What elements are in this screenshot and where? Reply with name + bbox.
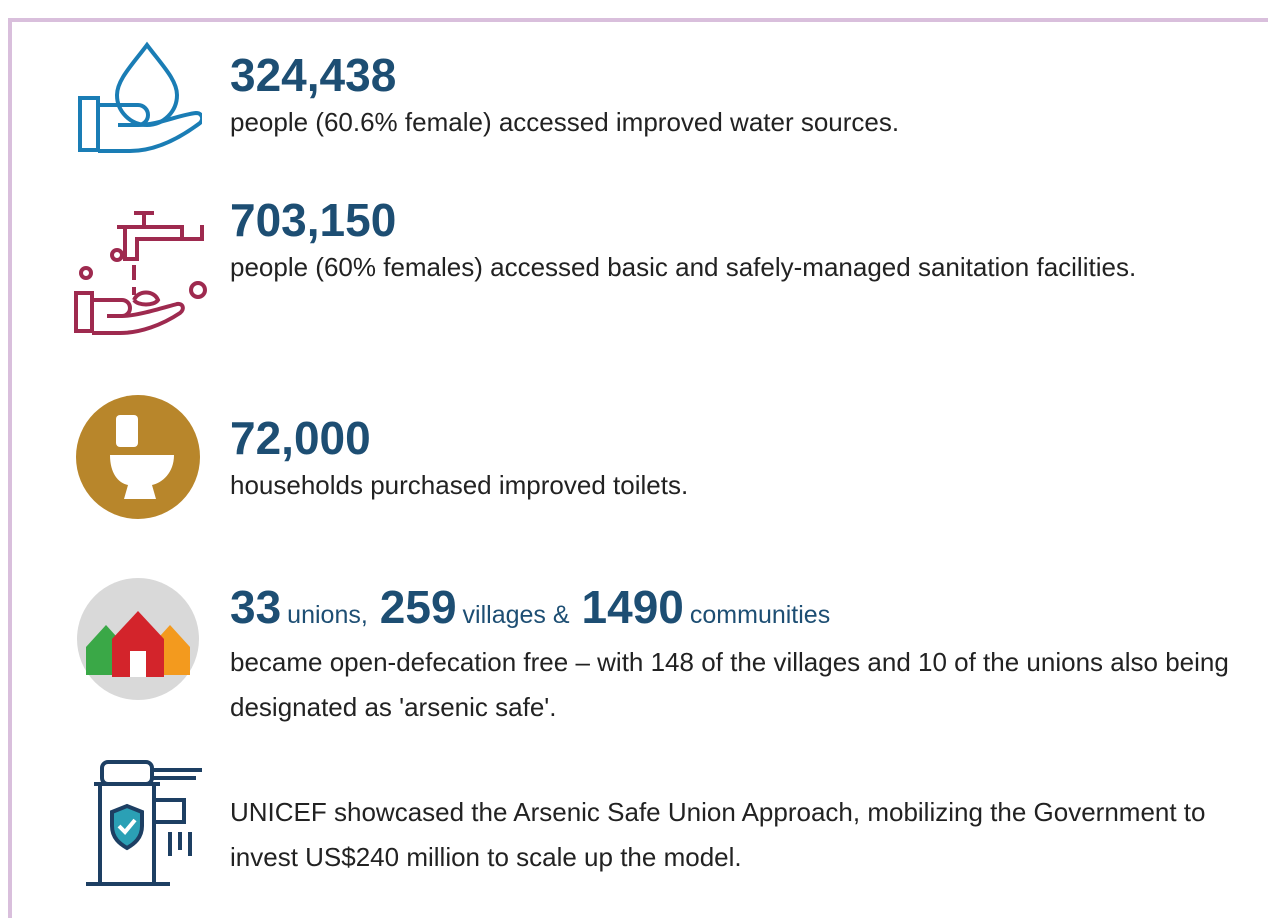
faucet-shield-icon — [86, 760, 202, 886]
description: UNICEF showcased the Arsenic Safe Union … — [230, 797, 1206, 872]
stat: 259 — [379, 581, 457, 633]
toilet-icon — [76, 395, 200, 519]
text-block: 324,438 people (60.6% female) accessed i… — [230, 50, 1230, 145]
text-block: 703,150 people (60% females) accessed ba… — [230, 195, 1230, 290]
description: households purchased improved toilets. — [230, 470, 689, 500]
unit: unions, — [287, 601, 368, 629]
text-block: UNICEF showcased the Arsenic Safe Union … — [230, 790, 1230, 880]
unit: villages & — [462, 601, 570, 629]
stat: 72,000 — [230, 412, 371, 464]
text-block: 33 unions, 259 villages & 1490 communities be… — [230, 582, 1230, 730]
description: people (60% females) accessed basic and … — [230, 252, 1137, 282]
houses-icon — [77, 578, 199, 700]
stat-line: 33 unions, 259 villages & 1490 communities — [230, 582, 1230, 640]
frame — [8, 18, 1268, 918]
stat: 703,150 — [230, 194, 397, 246]
unit: communities — [689, 601, 831, 629]
description: people (60.6% female) accessed improved … — [230, 107, 900, 137]
stat: 33 — [230, 581, 282, 633]
description: became open-defecation free – with 148 o… — [230, 647, 1229, 722]
text-block: 72,000 households purchased improved toi… — [230, 413, 1230, 508]
stat: 324,438 — [230, 49, 397, 101]
water-hand-icon — [78, 41, 202, 153]
tap-hand-icon — [74, 211, 207, 335]
stat: 1490 — [581, 581, 684, 633]
